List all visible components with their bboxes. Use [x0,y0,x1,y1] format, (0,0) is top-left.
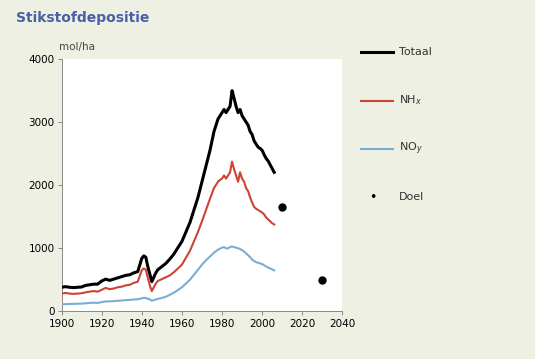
Text: •: • [369,191,377,204]
Text: Totaal: Totaal [399,47,431,57]
Text: Doel: Doel [399,192,424,202]
Text: NH$_x$: NH$_x$ [399,94,422,107]
Text: Stikstofdepositie: Stikstofdepositie [16,11,149,25]
Text: mol/ha: mol/ha [59,42,95,52]
Text: NO$_y$: NO$_y$ [399,141,423,157]
